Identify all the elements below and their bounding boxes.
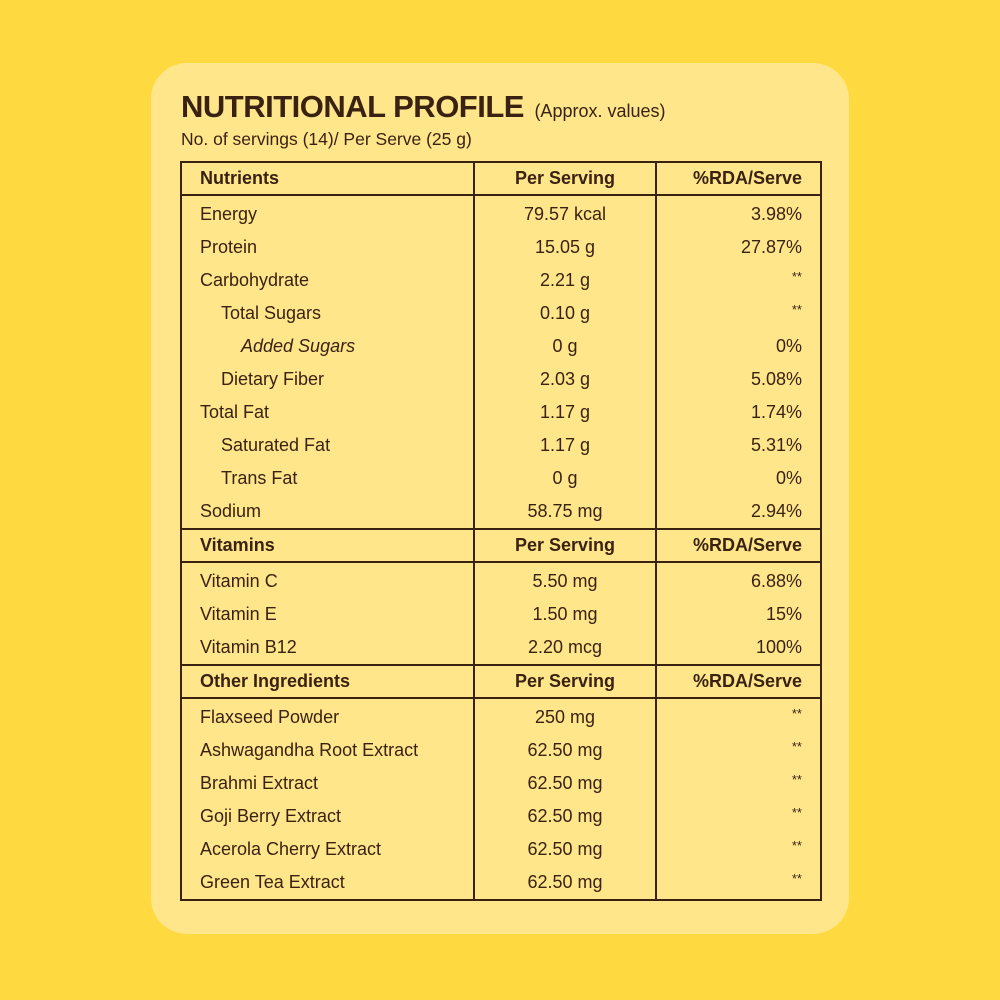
table-row: Trans Fat 0 g 0% [180,462,822,495]
per-serving-value: 2.21 g [473,264,657,297]
nutrient-name: Total Fat [180,396,475,429]
page-title: NUTRITIONAL PROFILE [181,89,524,124]
nutrient-name: Ashwagandha Root Extract [180,734,475,767]
table-row: Sodium 58.75 mg 2.94% [180,495,822,529]
table-row: Ashwagandha Root Extract 62.50 mg ** [180,734,822,767]
nutrient-name: Total Sugars [180,297,475,330]
table-row: Total Fat 1.17 g 1.74% [180,396,822,429]
table-row: Carbohydrate 2.21 g ** [180,264,822,297]
per-serving-value: 62.50 mg [473,800,657,833]
rda-value: 15% [655,598,822,631]
nutrition-table: Nutrients Per Serving %RDA/Serve Energy 79.5… [180,161,822,901]
nutrient-name: Green Tea Extract [180,866,475,900]
per-serving-value: 2.03 g [473,363,657,396]
per-serving-value: 15.05 g [473,231,657,264]
rda-value: 2.94% [655,495,822,529]
table-row: Dietary Fiber 2.03 g 5.08% [180,363,822,396]
per-serving-value: 58.75 mg [473,495,657,529]
nutrient-name: Flaxseed Powder [180,698,475,734]
column-header-rda: %RDA/Serve [655,528,822,563]
rda-value: ** [655,866,822,900]
nutrient-name: Goji Berry Extract [180,800,475,833]
per-serving-value: 1.17 g [473,429,657,462]
nutrient-name: Trans Fat [180,462,475,495]
rda-value: 0% [655,462,822,495]
nutrient-name: Vitamin B12 [180,631,475,665]
per-serving-value: 62.50 mg [473,833,657,866]
rda-value: ** [655,767,822,800]
per-serving-value: 79.57 kcal [473,195,657,231]
column-header-rda: %RDA/Serve [655,664,822,699]
nutrient-name: Dietary Fiber [180,363,475,396]
servings-subtitle: No. of servings (14)/ Per Serve (25 g) [181,129,472,149]
column-header-name: Vitamins [180,528,475,563]
section-header-row: Other Ingredients Per Serving %RDA/Serve [180,664,822,699]
column-header-rda: %RDA/Serve [655,161,822,196]
rda-value: 3.98% [655,195,822,231]
table-row: Flaxseed Powder 250 mg ** [180,698,822,734]
per-serving-value: 62.50 mg [473,866,657,900]
rda-value: ** [655,734,822,767]
table-row: Vitamin E 1.50 mg 15% [180,598,822,631]
section-header-row: Nutrients Per Serving %RDA/Serve [180,161,822,196]
nutrient-name: Acerola Cherry Extract [180,833,475,866]
per-serving-value: 250 mg [473,698,657,734]
rda-value: ** [655,264,822,297]
table-row: Green Tea Extract 62.50 mg ** [180,866,822,900]
rda-value: 100% [655,631,822,665]
per-serving-value: 62.50 mg [473,767,657,800]
table-row: Added Sugars 0 g 0% [180,330,822,363]
rda-value: ** [655,297,822,330]
nutrient-name: Protein [180,231,475,264]
nutrient-name: Brahmi Extract [180,767,475,800]
table-row: Energy 79.57 kcal 3.98% [180,195,822,231]
nutrient-name: Added Sugars [180,330,475,363]
column-header-per-serving: Per Serving [473,161,657,196]
column-header-name: Other Ingredients [180,664,475,699]
per-serving-value: 2.20 mcg [473,631,657,665]
nutrient-name: Saturated Fat [180,429,475,462]
title-row: NUTRITIONAL PROFILE (Approx. values) [181,89,666,125]
per-serving-value: 62.50 mg [473,734,657,767]
per-serving-value: 1.50 mg [473,598,657,631]
rda-value: 5.08% [655,363,822,396]
rda-value: ** [655,698,822,734]
table-row: Goji Berry Extract 62.50 mg ** [180,800,822,833]
column-header-name: Nutrients [180,161,475,196]
per-serving-value: 5.50 mg [473,562,657,598]
table-row: Saturated Fat 1.17 g 5.31% [180,429,822,462]
per-serving-value: 0 g [473,462,657,495]
nutrient-name: Vitamin E [180,598,475,631]
rda-value: 27.87% [655,231,822,264]
table-row: Acerola Cherry Extract 62.50 mg ** [180,833,822,866]
per-serving-value: 1.17 g [473,396,657,429]
table-row: Protein 15.05 g 27.87% [180,231,822,264]
table-row: Total Sugars 0.10 g ** [180,297,822,330]
rda-value: ** [655,800,822,833]
section-header-row: Vitamins Per Serving %RDA/Serve [180,528,822,563]
per-serving-value: 0.10 g [473,297,657,330]
title-note: (Approx. values) [534,101,666,121]
rda-value: 1.74% [655,396,822,429]
rda-value: 5.31% [655,429,822,462]
column-header-per-serving: Per Serving [473,528,657,563]
nutrition-card: NUTRITIONAL PROFILE (Approx. values) No.… [151,63,849,934]
rda-value: ** [655,833,822,866]
table-row: Brahmi Extract 62.50 mg ** [180,767,822,800]
rda-value: 0% [655,330,822,363]
nutrient-name: Energy [180,195,475,231]
column-header-per-serving: Per Serving [473,664,657,699]
nutrient-name: Vitamin C [180,562,475,598]
per-serving-value: 0 g [473,330,657,363]
table-row: Vitamin B12 2.20 mcg 100% [180,631,822,665]
rda-value: 6.88% [655,562,822,598]
nutrient-name: Sodium [180,495,475,529]
nutrient-name: Carbohydrate [180,264,475,297]
table-row: Vitamin C 5.50 mg 6.88% [180,562,822,598]
